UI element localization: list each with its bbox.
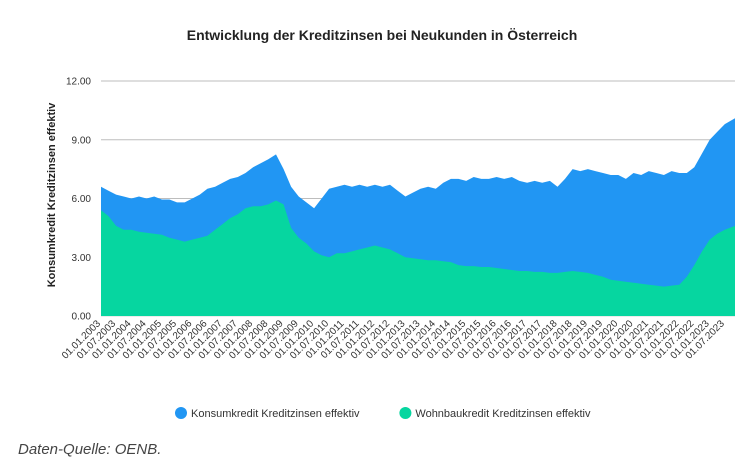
legend-label: Konsumkredit Kreditzinsen effektiv	[191, 408, 360, 420]
legend: Konsumkredit Kreditzinsen effektiv Wohnba…	[175, 407, 591, 420]
x-tick-labels: 01.01.200301.07.200301.01.200401.07.2004…	[60, 318, 727, 362]
y-axis-label: Konsumkredit Kreditzinsen effektiv	[46, 102, 58, 287]
chart-title: Entwicklung der Kreditzinsen bei Neukund…	[187, 27, 578, 43]
series-area-wohnbaukredit	[101, 200, 735, 316]
legend-label: Wohnbaukredit Kreditzinsen effektiv	[415, 408, 591, 420]
chart-container: Entwicklung der Kreditzinsen bei Neukund…	[46, 27, 735, 420]
area-chart: Entwicklung der Kreditzinsen bei Neukund…	[46, 27, 735, 420]
y-tick-label: 9.00	[72, 135, 92, 146]
y-tick-label: 0.00	[72, 312, 92, 323]
y-tick-label: 12.00	[66, 77, 91, 88]
legend-item-wohnbaukredit[interactable]: Wohnbaukredit Kreditzinsen effektiv	[399, 407, 591, 420]
legend-swatch	[175, 407, 187, 419]
legend-swatch	[399, 407, 412, 419]
y-tick-label: 3.00	[72, 253, 92, 264]
y-tick-label: 6.00	[72, 194, 92, 205]
series-areas	[101, 118, 735, 316]
legend-item-konsumkredit[interactable]: Konsumkredit Kreditzinsen effektiv	[175, 407, 360, 420]
data-source-note: Daten-Quelle: OENB.	[18, 441, 162, 458]
y-tick-labels: 0.00 3.00 6.00 9.00 12.00	[66, 77, 91, 323]
